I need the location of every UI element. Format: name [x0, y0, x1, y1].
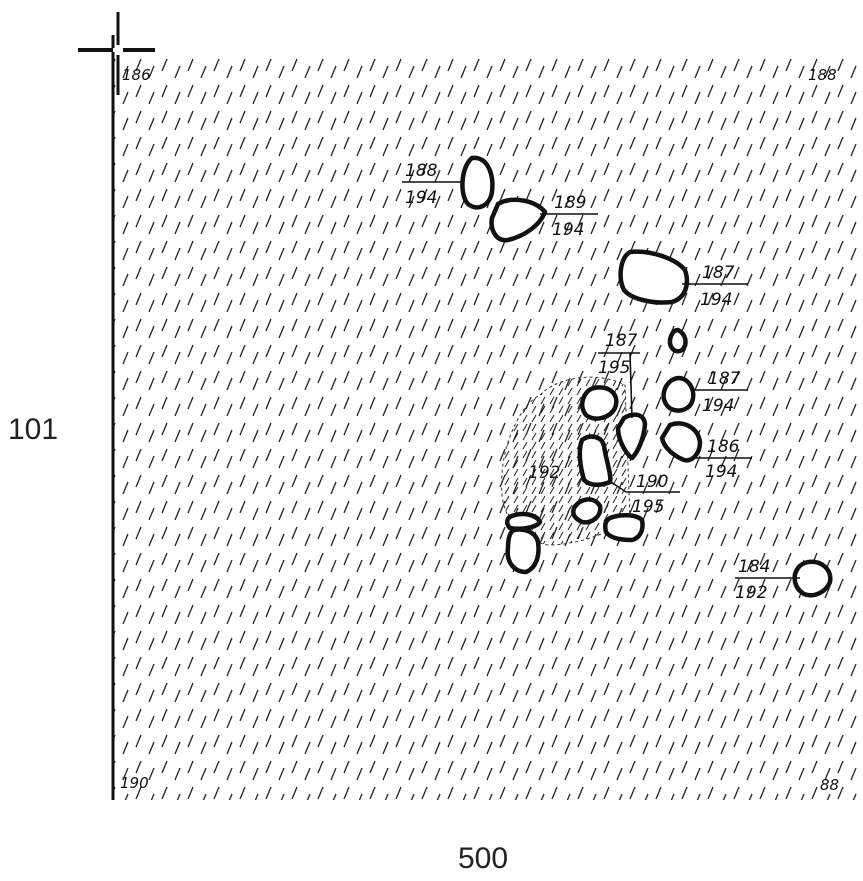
level-label-bottom: 194: [700, 290, 732, 310]
level-label-bottom: 194: [705, 462, 737, 482]
stone: [489, 197, 548, 243]
grid-coordinate-y: 101: [8, 413, 59, 446]
level-label-top: 184: [738, 557, 770, 577]
level-label-top: 186: [707, 437, 740, 457]
level-label-bottom: 194: [552, 220, 584, 240]
stone: [792, 559, 833, 598]
stone: [460, 155, 495, 210]
leader-lines: [402, 181, 800, 579]
corner-level-top-left: 186: [122, 66, 151, 84]
level-label-top: 187: [702, 263, 735, 283]
level-label-bottom: 194: [405, 188, 437, 208]
level-labels: 188 194 189 194 187 194 187 195 187 194 …: [405, 161, 770, 603]
stone: [618, 249, 690, 305]
corner-levels: 186 188 190 88: [120, 66, 839, 794]
level-label-top: 188: [405, 161, 438, 181]
level-label-top: 189: [554, 193, 586, 213]
stone: [667, 327, 688, 354]
grid-coordinate-x: 500: [458, 842, 509, 875]
stone: [571, 497, 603, 525]
stones: [460, 155, 833, 598]
level-label-bottom: 195: [598, 358, 630, 378]
corner-level-bottom-left: 190: [120, 774, 149, 792]
pit-label: 192: [528, 463, 560, 483]
level-label-top: 187: [605, 331, 638, 351]
stone: [580, 385, 619, 421]
stone: [659, 421, 703, 463]
corner-level-top-right: 188: [808, 66, 837, 84]
stone: [505, 527, 541, 575]
survey-datum-cross: [78, 12, 155, 95]
stone: [615, 412, 648, 461]
level-label-top: 190: [636, 472, 668, 492]
corner-level-bottom-right: 88: [820, 776, 839, 794]
level-label-bottom: 192: [735, 583, 767, 603]
stone: [661, 375, 696, 413]
stone: [505, 511, 543, 531]
level-label-bottom: 195: [632, 497, 664, 517]
level-label-top: 187: [708, 369, 741, 389]
level-label-bottom: 194: [702, 396, 734, 416]
stone: [602, 513, 645, 543]
